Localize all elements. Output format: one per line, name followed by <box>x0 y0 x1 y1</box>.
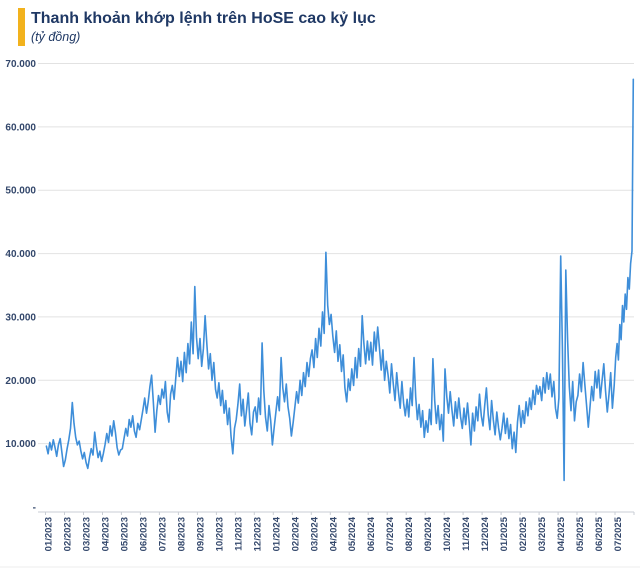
x-axis-label: 10/2024 <box>442 516 453 551</box>
x-axis-label: 03/2025 <box>537 516 548 551</box>
x-axis-label: 09/2024 <box>423 516 434 551</box>
x-axis-label: 06/2023 <box>138 517 149 551</box>
y-axis-label: 30.000 <box>5 312 36 323</box>
title-block: Thanh khoản khớp lệnh trên HoSE cao kỷ l… <box>31 8 376 46</box>
x-axis-label: 10/2023 <box>214 517 225 551</box>
x-axis-label: 01/2023 <box>44 517 55 551</box>
x-axis-label: 07/2024 <box>385 516 396 551</box>
series-line <box>45 78 635 482</box>
x-axis-label: 07/2023 <box>157 517 168 551</box>
x-axis-label: 06/2025 <box>594 516 605 551</box>
x-axis-label: 02/2025 <box>518 516 529 551</box>
x-axis-label: 02/2023 <box>63 517 74 551</box>
x-axis-label: 12/2024 <box>480 516 491 551</box>
x-axis-label: 08/2023 <box>176 517 187 551</box>
y-axis-label: 70.000 <box>5 59 36 70</box>
x-axis-label: 07/2025 <box>613 516 624 551</box>
x-axis-label: 11/2024 <box>461 516 472 551</box>
y-axis-label: 10.000 <box>5 439 36 450</box>
x-axis-label: 01/2025 <box>499 516 510 551</box>
x-axis-label: 04/2025 <box>556 516 567 551</box>
chart-unit-label: (tỷ đồng) <box>31 30 81 44</box>
y-axis-label: - <box>33 503 36 514</box>
x-axis-label: 05/2023 <box>119 517 130 551</box>
x-axis-label: 03/2024 <box>309 516 320 551</box>
y-axis-label: 20.000 <box>5 376 36 387</box>
page-title: Thanh khoản khớp lệnh trên HoSE cao kỷ l… <box>31 10 376 27</box>
x-axis-label: 02/2024 <box>290 516 301 551</box>
x-axis-label: 11/2023 <box>233 517 244 551</box>
title-accent-bar <box>18 8 25 46</box>
x-axis-label: 05/2024 <box>347 516 358 551</box>
y-axis-label: 60.000 <box>5 122 36 133</box>
x-axis-label: 06/2024 <box>366 516 377 551</box>
y-axis-label: 50.000 <box>5 186 36 197</box>
x-axis-label: 04/2023 <box>101 517 112 551</box>
x-axis-label: 01/2024 <box>271 516 282 551</box>
x-axis-label: 05/2025 <box>575 516 586 551</box>
x-axis-label: 03/2023 <box>82 517 93 551</box>
y-axis-label: 40.000 <box>5 249 36 260</box>
x-axis-label: 04/2024 <box>328 516 339 551</box>
chart-header: Thanh khoản khớp lệnh trên HoSE cao kỷ l… <box>18 8 376 46</box>
x-axis-label: 08/2024 <box>404 516 415 551</box>
x-axis-label: 12/2023 <box>252 517 263 551</box>
x-axis-label: 09/2023 <box>195 517 206 551</box>
